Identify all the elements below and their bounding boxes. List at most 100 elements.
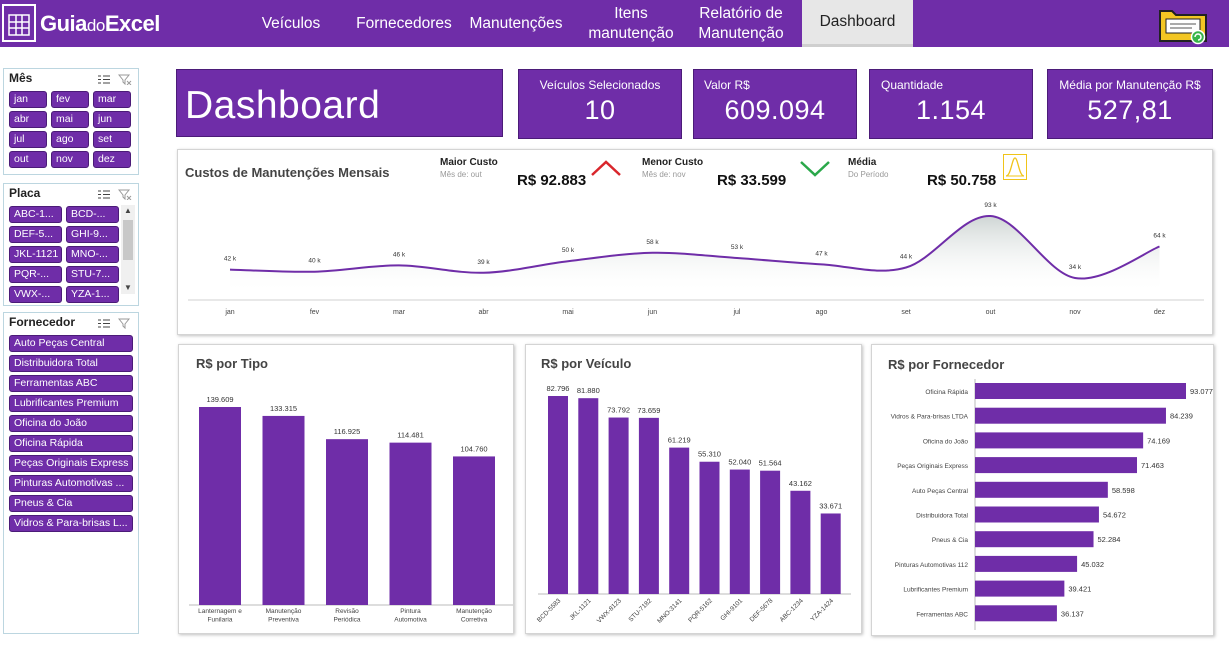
slicer-item-fornecedor[interactable]: Ferramentas ABC: [9, 375, 133, 392]
clear-filter-icon[interactable]: [117, 316, 132, 330]
slicer-item-fornecedor[interactable]: Auto Peças Central: [9, 335, 133, 352]
bar[interactable]: [975, 531, 1094, 548]
data-label: 40 k: [308, 258, 321, 265]
bar[interactable]: [975, 555, 1078, 572]
tipo-chart-title: R$ por Tipo: [196, 356, 268, 371]
slicer-item-placa[interactable]: ABC-1...: [9, 206, 62, 223]
slicer-fornecedor-title: Fornecedor: [9, 315, 76, 329]
kpi-quantidade: Quantidade 1.154: [869, 69, 1033, 139]
data-label: 55.310: [698, 450, 721, 459]
clear-filter-icon[interactable]: [117, 187, 132, 201]
menor-custo-sub: Mês de: nov: [642, 170, 686, 179]
slicer-item-mes[interactable]: mar: [93, 91, 131, 108]
bar[interactable]: [262, 415, 305, 605]
slicer-item-mes[interactable]: dez: [93, 151, 131, 168]
bar[interactable]: [389, 442, 432, 605]
scroll-down-icon[interactable]: ▼: [124, 283, 132, 292]
scroll-thumb[interactable]: [123, 220, 133, 260]
multiselect-icon[interactable]: [97, 316, 111, 328]
slicer-item-fornecedor[interactable]: Distribuidora Total: [9, 355, 133, 372]
slicer-item-fornecedor[interactable]: Vidros & Para-brisas L...: [9, 515, 133, 532]
x-tick-label: PQR-5162: [687, 597, 714, 624]
slicer-item-placa[interactable]: MNO-...: [66, 246, 119, 263]
data-label: 36.137: [1061, 609, 1084, 618]
bar[interactable]: [729, 469, 750, 594]
slicer-item-placa[interactable]: VWX-...: [9, 286, 62, 303]
slicer-item-fornecedor[interactable]: Lubrificantes Premium: [9, 395, 133, 412]
x-tick-label: jul: [732, 309, 740, 316]
maior-custo-label: Maior Custo: [440, 157, 498, 168]
data-label: 39 k: [477, 259, 490, 266]
data-label: 81.880: [577, 386, 600, 395]
bar[interactable]: [608, 417, 629, 594]
x-tick-label: GHI-9101: [719, 597, 744, 622]
x-tick-label: MNO-3141: [656, 597, 684, 625]
bar[interactable]: [975, 457, 1138, 474]
bar[interactable]: [820, 513, 841, 594]
slicer-item-mes[interactable]: set: [93, 131, 131, 148]
data-label: 50 k: [562, 247, 575, 254]
slicer-item-placa[interactable]: JKL-1121: [9, 246, 62, 263]
slicer-item-placa[interactable]: DEF-5...: [9, 226, 62, 243]
x-tick-label: Manutenção Corretiva: [456, 608, 492, 624]
slicer-item-fornecedor[interactable]: Oficina do João: [9, 415, 133, 432]
bar[interactable]: [975, 481, 1108, 498]
bar[interactable]: [760, 470, 781, 594]
bar[interactable]: [975, 432, 1144, 449]
slicer-item-placa[interactable]: BCD-...: [66, 206, 119, 223]
slicer-item-mes[interactable]: fev: [51, 91, 89, 108]
kpi-veiculos-selecionados: Veículos Selecionados 10: [518, 69, 682, 139]
bar[interactable]: [578, 398, 599, 594]
refresh-folder-icon[interactable]: [1158, 5, 1212, 45]
bar[interactable]: [638, 417, 659, 594]
nav-dashboard[interactable]: Dashboard: [802, 0, 913, 47]
slicer-item-mes[interactable]: out: [9, 151, 47, 168]
scroll-up-icon[interactable]: ▲: [124, 206, 132, 215]
bar[interactable]: [548, 396, 568, 594]
nav-relatorio-manutencao[interactable]: Relatório de Manutenção: [698, 4, 784, 42]
bar[interactable]: [699, 461, 720, 594]
data-label: 116.925: [334, 427, 361, 436]
multiselect-icon[interactable]: [97, 187, 111, 199]
slicer-item-placa[interactable]: PQR-...: [9, 266, 62, 283]
nav-fornecedores[interactable]: Fornecedores: [356, 14, 452, 32]
slicer-item-mes[interactable]: jul: [9, 131, 47, 148]
clear-filter-icon[interactable]: [117, 72, 132, 86]
tipo-chart-panel: R$ por Tipo 139.609 Lanternagem e Funilari…: [178, 344, 514, 634]
slicer-item-fornecedor[interactable]: Pneus & Cia: [9, 495, 133, 512]
bar[interactable]: [326, 439, 368, 605]
bar[interactable]: [975, 407, 1166, 424]
bar[interactable]: [199, 407, 241, 605]
nav-itens-manutencao[interactable]: Itens manutenção: [588, 4, 674, 42]
guia-do-excel-logo[interactable]: GuiadoExcel: [2, 4, 174, 44]
slicer-placa-scrollbar[interactable]: ▲ ▼: [121, 205, 135, 294]
bar[interactable]: [790, 490, 811, 594]
y-tick-label: Oficina Rápida: [925, 389, 968, 396]
slicer-item-placa[interactable]: GHI-9...: [66, 226, 119, 243]
bar[interactable]: [975, 580, 1065, 597]
slicer-item-mes[interactable]: abr: [9, 111, 47, 128]
bar[interactable]: [453, 456, 495, 605]
slicer-item-mes[interactable]: nov: [51, 151, 89, 168]
slicer-item-mes[interactable]: jan: [9, 91, 47, 108]
slicer-item-fornecedor[interactable]: Peças Originais Express: [9, 455, 133, 472]
nav-manutencoes[interactable]: Manutenções: [469, 14, 563, 32]
slicer-item-mes[interactable]: ago: [51, 131, 89, 148]
data-label: 82.796: [547, 384, 570, 393]
slicer-item-placa[interactable]: YZA-1...: [66, 286, 119, 303]
bar[interactable]: [975, 383, 1186, 399]
slicer-item-mes[interactable]: mai: [51, 111, 89, 128]
x-tick-label: fev: [310, 309, 320, 316]
slicer-item-mes[interactable]: jun: [93, 111, 131, 128]
multiselect-icon[interactable]: [97, 72, 111, 84]
bar[interactable]: [975, 506, 1099, 523]
media-sub: Do Período: [848, 170, 889, 179]
x-tick-label: jan: [224, 309, 234, 316]
bar[interactable]: [975, 605, 1057, 622]
slicer-item-fornecedor[interactable]: Oficina Rápida: [9, 435, 133, 452]
slicer-item-placa[interactable]: STU-7...: [66, 266, 119, 283]
nav-veiculos[interactable]: Veículos: [261, 14, 321, 32]
bar[interactable]: [669, 447, 690, 594]
kpi-label: Veículos Selecionados: [539, 78, 661, 92]
slicer-item-fornecedor[interactable]: Pinturas Automotivas ...: [9, 475, 133, 492]
